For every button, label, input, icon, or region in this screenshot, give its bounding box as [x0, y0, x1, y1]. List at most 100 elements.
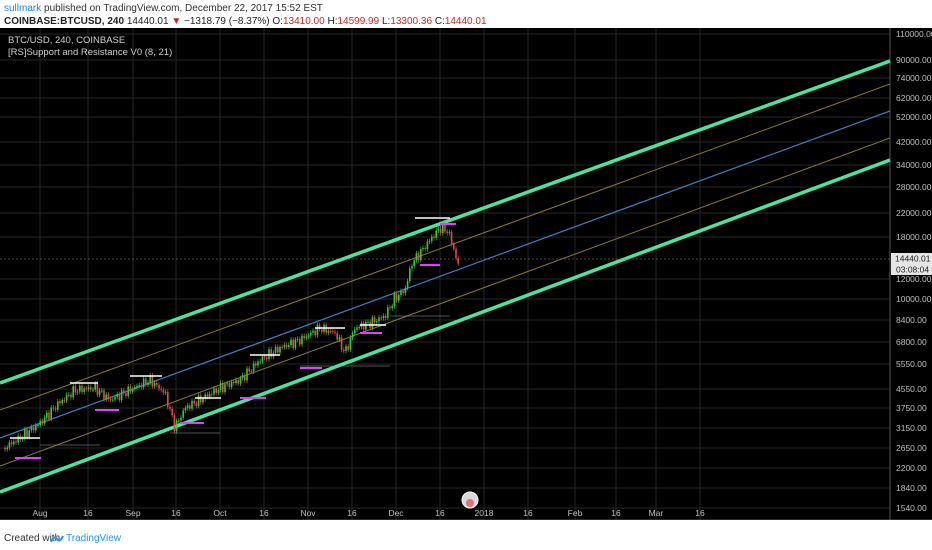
candle-body: [65, 394, 68, 401]
candle-body: [217, 390, 220, 393]
candle-body: [283, 345, 286, 348]
price-tick-label: 42000.00: [896, 137, 932, 147]
candle-body: [120, 390, 123, 401]
time-tick-label: 16: [83, 508, 93, 518]
candle-body: [316, 325, 319, 336]
author-link[interactable]: sullmark: [4, 3, 42, 14]
chart-pane[interactable]: 110000.00 90000.00 74000.00 62000.00 52000.0…: [0, 28, 932, 520]
symbol-title[interactable]: COINBASE:BTCUSD, 240: [4, 16, 125, 27]
candle-body: [409, 268, 411, 282]
price-change: −1318.79 (−8.37%): [184, 16, 270, 27]
candle-body: [118, 394, 121, 401]
candle-body: [41, 420, 44, 424]
candle-body: [296, 338, 299, 340]
candle-body: [63, 400, 66, 402]
time-tick-label: 16: [435, 508, 445, 518]
candle-body: [4, 448, 6, 450]
tradingview-logo-icon: [50, 535, 64, 543]
candle-body: [450, 232, 453, 245]
time-tick-label: Nov: [300, 508, 316, 518]
candle-body: [277, 346, 279, 353]
candle-body: [268, 349, 270, 360]
ohlc-bar: COINBASE:BTCUSD, 240 14440.01 ▼ −1318.79…: [4, 16, 487, 27]
candle-body: [398, 294, 400, 301]
candle-body: [26, 429, 28, 438]
candle-body: [263, 356, 266, 358]
candle-body: [433, 236, 435, 238]
candle-body: [292, 339, 294, 348]
candle-body: [246, 368, 248, 381]
open-value: 13410.00: [282, 16, 325, 27]
candle-body: [178, 420, 180, 422]
price-tick-label: 1840.00: [896, 483, 927, 493]
candle-body: [153, 382, 156, 387]
publish-info: sullmark published on TradingView.com, D…: [4, 3, 323, 14]
candle-body: [107, 394, 110, 399]
candle-body: [195, 403, 198, 406]
candle-body: [224, 384, 226, 392]
candle-body: [193, 400, 195, 404]
candle-body: [162, 389, 165, 393]
time-tick-label: 2018: [475, 508, 494, 518]
candle-body: [307, 335, 310, 337]
candle-body: [437, 228, 440, 231]
candle-body: [140, 385, 143, 388]
candle-body: [428, 241, 431, 243]
candle-body: [151, 375, 154, 387]
candle-body: [202, 399, 204, 403]
candle-body: [406, 281, 409, 288]
price-tick-label: 3750.00: [896, 403, 927, 413]
legend-indicator[interactable]: [RS]Support and Resistance V0 (8, 21): [8, 47, 173, 58]
candle-body: [70, 394, 72, 398]
candle-body: [228, 383, 231, 388]
candle-body: [380, 317, 382, 319]
candle-body: [413, 260, 415, 267]
chart-canvas[interactable]: 110000.00 90000.00 74000.00 62000.00 52000.0…: [0, 28, 932, 520]
candle-body: [281, 346, 283, 348]
candle-body: [351, 333, 354, 338]
candle-body: [171, 408, 173, 416]
channel-upper-quarter-line: [0, 83, 891, 411]
candle-body: [334, 331, 336, 334]
candle-body: [125, 392, 127, 397]
candle-body: [35, 425, 37, 431]
candle-body: [329, 330, 332, 332]
candle-body: [376, 321, 378, 323]
candle-body: [340, 337, 343, 350]
candle-body: [136, 385, 138, 388]
candle-body: [39, 420, 41, 426]
candle-body: [457, 258, 459, 264]
candle-body: [439, 228, 442, 234]
tradingview-brand[interactable]: TradingView: [66, 533, 122, 544]
candle-body: [175, 421, 178, 432]
candle-body: [270, 349, 272, 357]
time-tick-label: 16: [523, 508, 533, 518]
candle-body: [30, 427, 33, 431]
candle-body: [299, 338, 301, 345]
candle-body: [109, 398, 112, 400]
down-arrow-icon: ▼: [171, 16, 182, 27]
candle-body: [83, 388, 85, 392]
candle-body: [255, 363, 257, 366]
candle-body: [112, 399, 114, 401]
candle-body: [384, 315, 387, 318]
candle-body: [101, 390, 103, 392]
event-marker-icon[interactable]: [461, 491, 479, 509]
candle-body: [294, 339, 297, 348]
time-tick-label: Dec: [388, 508, 404, 518]
candle-body: [358, 326, 360, 328]
time-tick-label: 16: [259, 508, 269, 518]
price-tick-label: 4550.00: [896, 384, 927, 394]
price-tick-label: 90000.00: [896, 55, 932, 65]
candle-body: [400, 290, 402, 295]
candle-body: [142, 378, 145, 388]
candle-body: [52, 407, 55, 409]
candle-body: [21, 438, 24, 440]
price-tick-label: 52000.00: [896, 112, 932, 122]
last-price-badge-text: 14440.01: [895, 254, 931, 264]
candle-body: [336, 333, 338, 340]
candle-body: [301, 335, 303, 345]
candle-body: [415, 253, 418, 261]
legend-symbol[interactable]: BTC/USD, 240, COINBASE: [8, 35, 126, 46]
footer: Created with TradingView: [0, 528, 932, 550]
